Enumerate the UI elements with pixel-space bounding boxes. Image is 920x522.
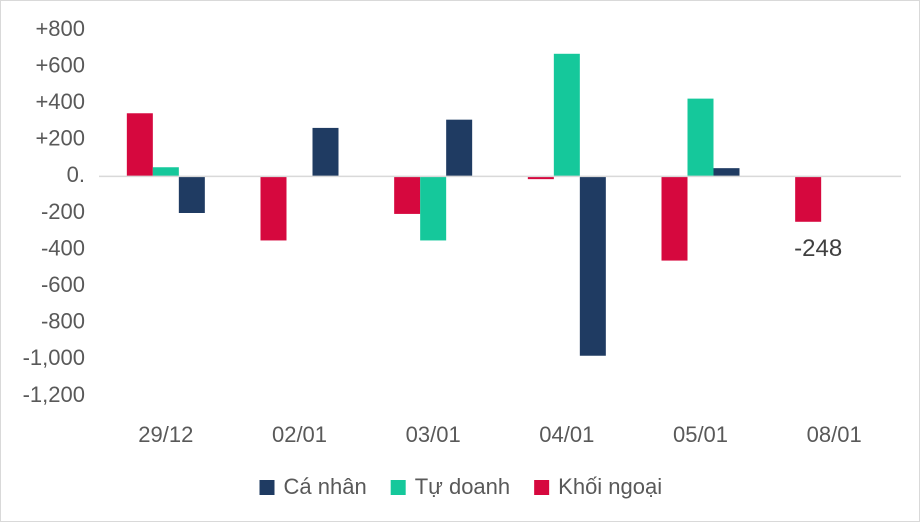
x-tick-label: 08/01 <box>807 422 862 447</box>
bar-cá-nhân-02-01 <box>312 127 339 177</box>
x-tick-label: 03/01 <box>406 422 461 447</box>
legend-label: Tự doanh <box>415 474 510 499</box>
x-tick-label: 29/12 <box>138 422 193 447</box>
annotations: -248 <box>794 235 842 262</box>
x-tick-label: 05/01 <box>673 422 728 447</box>
legend-label: Khối ngoại <box>558 474 662 499</box>
y-tick-label: +600 <box>35 52 85 77</box>
y-tick-label: -600 <box>41 272 85 297</box>
x-tick-label: 02/01 <box>272 422 327 447</box>
bar-tự-doanh-03-01 <box>420 176 447 241</box>
bar-cá-nhân-04-01 <box>579 176 606 356</box>
y-tick-label: -200 <box>41 199 85 224</box>
y-tick-label: +400 <box>35 89 85 114</box>
bar-tự-doanh-29-12 <box>152 167 179 177</box>
x-axis: 29/12 02/01 03/01 04/01 05/01 08/01 <box>138 422 861 447</box>
y-tick-label: +800 <box>35 16 85 41</box>
y-axis: +800 +600 +400 +200 0. -200 -400 -600 -800 -1,000… <box>23 16 85 407</box>
bar-khối-ngoại-04-01 <box>527 176 554 180</box>
y-tick-label: -1,000 <box>23 345 85 370</box>
data-label: -248 <box>794 235 842 262</box>
bar-tự-doanh-04-01 <box>553 53 580 177</box>
bar-khối-ngoại-08-01 <box>795 176 822 222</box>
y-tick-label: -1,200 <box>23 382 85 407</box>
y-tick-label: +200 <box>35 126 85 151</box>
legend: Cá nhân Tự doanh Khối ngoại <box>259 474 662 499</box>
bar-tự-doanh-05-01 <box>687 98 714 177</box>
legend-swatch <box>534 480 550 495</box>
bar-cá-nhân-29-12 <box>178 176 205 213</box>
bar-khối-ngoại-02-01 <box>260 176 287 241</box>
bar-cá-nhân-05-01 <box>713 168 740 177</box>
x-tick-label: 04/01 <box>539 422 594 447</box>
legend-item-tự-doanh: Tự doanh <box>390 474 510 499</box>
bar-khối-ngoại-05-01 <box>661 176 688 261</box>
legend-label: Cá nhân <box>284 474 367 499</box>
bar-khối-ngoại-29-12 <box>126 113 153 177</box>
bar-cá-nhân-03-01 <box>446 119 473 177</box>
legend-item-cá-nhân: Cá nhân <box>259 474 367 499</box>
y-tick-label: -800 <box>41 309 85 334</box>
legend-swatch <box>390 480 406 495</box>
bar-khối-ngoại-03-01 <box>394 176 421 214</box>
y-tick-label: 0. <box>67 162 85 187</box>
legend-item-khối-ngoại: Khối ngoại <box>534 474 662 499</box>
y-tick-label: -400 <box>41 235 85 260</box>
bars <box>126 53 822 356</box>
legend-swatch <box>259 480 275 495</box>
